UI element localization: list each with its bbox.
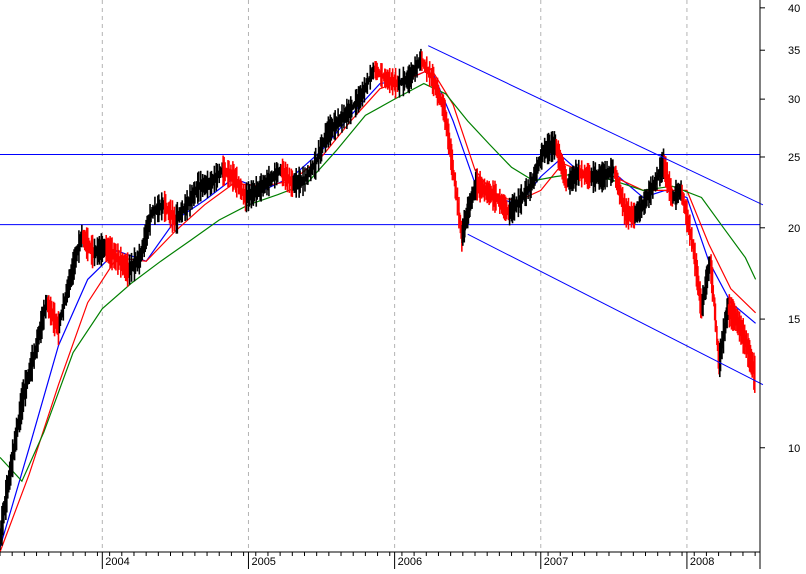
y-tick-label-35: 35 xyxy=(788,45,800,57)
trendlines xyxy=(428,45,764,386)
y-tick-label-15: 15 xyxy=(788,314,800,326)
y-tick-label-40: 40 xyxy=(788,3,800,15)
x-tick-label-2006: 2006 xyxy=(398,556,422,568)
trendline-lower xyxy=(467,233,764,386)
y-tick-label-25: 25 xyxy=(788,152,800,164)
year-gridlines xyxy=(101,0,688,552)
x-tick-label-2005: 2005 xyxy=(251,556,275,568)
x-tick-label-2008: 2008 xyxy=(690,556,714,568)
y-axis-ticks: 40 35 30 25 20 15 10 xyxy=(760,3,800,455)
trendline-upper xyxy=(428,45,764,206)
y-tick-label-30: 30 xyxy=(788,94,800,106)
x-tick-label-2004: 2004 xyxy=(105,556,129,568)
x-axis-ticks: 2004 2005 2006 2007 2008 xyxy=(0,552,756,569)
price-bars xyxy=(0,48,756,551)
y-tick-label-10: 10 xyxy=(788,443,800,455)
x-tick-label-2007: 2007 xyxy=(544,556,568,568)
y-tick-label-20: 20 xyxy=(788,223,800,235)
